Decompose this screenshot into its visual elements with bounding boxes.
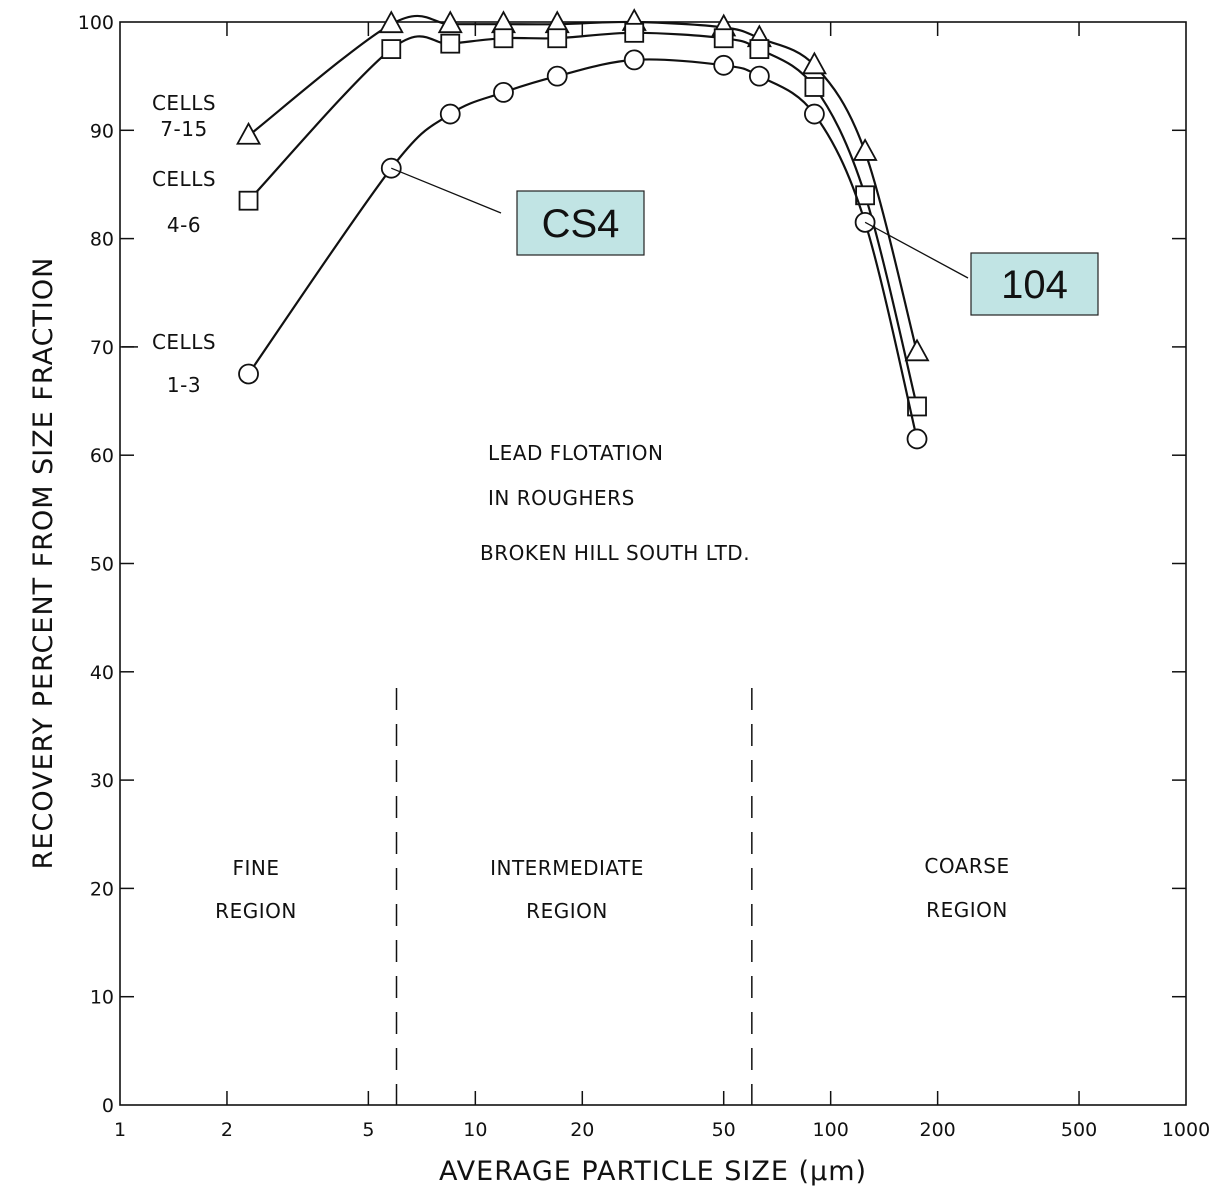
data-point-triangle xyxy=(852,138,878,161)
series-line xyxy=(247,14,919,353)
annotation-title-line: LEAD FLOTATION xyxy=(488,441,664,465)
x-tick-label: 2 xyxy=(221,1119,233,1141)
y-tick-label: 60 xyxy=(90,445,114,467)
callouts: CS4 104 xyxy=(391,167,1099,316)
x-axis-ticks: 1 2 5 10 20 50 100 200 500 1000 xyxy=(114,22,1210,1141)
data-point-square xyxy=(381,39,402,59)
annotation-subtitle-line: IN ROUGHERS xyxy=(488,486,635,510)
data-point-triangle xyxy=(378,10,404,34)
region-boundaries xyxy=(395,688,753,1105)
y-tick-label: 70 xyxy=(90,337,114,359)
data-point-square xyxy=(624,22,645,43)
series-label-range: 7-15 xyxy=(160,117,207,141)
data-point-square xyxy=(749,39,770,59)
data-point-square xyxy=(804,77,825,97)
data-point-square xyxy=(907,396,927,417)
y-axis-ticks: 0 10 20 30 40 50 60 70 80 90 100 xyxy=(78,12,1186,1117)
callout-leader xyxy=(391,167,502,214)
y-axis-title: RECOVERY PERCENT FROM SIZE FRACTION xyxy=(28,257,59,870)
y-tick-label: 100 xyxy=(78,12,114,34)
x-tick-label: 1 xyxy=(114,1119,126,1141)
y-tick-label: 80 xyxy=(90,229,114,251)
data-point-circle xyxy=(906,428,928,450)
series-label: CELLS xyxy=(152,330,216,354)
x-tick-label: 10 xyxy=(463,1119,487,1141)
callout-label: CS4 xyxy=(542,202,620,246)
series-label: CELLS xyxy=(152,91,216,115)
region-label: FINE xyxy=(233,856,280,880)
x-tick-label: 1000 xyxy=(1162,1119,1210,1141)
x-tick-label: 100 xyxy=(813,1119,849,1141)
callout-leader xyxy=(864,221,969,279)
region-label: COARSE xyxy=(924,854,1009,878)
x-tick-label: 5 xyxy=(362,1119,374,1141)
y-tick-label: 0 xyxy=(102,1095,114,1117)
series-label-range: 4-6 xyxy=(167,213,201,237)
data-point-square xyxy=(238,190,259,211)
region-label: INTERMEDIATE xyxy=(490,856,644,880)
x-tick-label: 20 xyxy=(570,1119,594,1141)
annotations: LEAD FLOTATION IN ROUGHERS BROKEN HILL SOU… xyxy=(215,441,1009,923)
callout-box xyxy=(516,190,645,256)
data-point-square xyxy=(547,28,568,49)
callout-label: 104 xyxy=(1001,263,1068,307)
data-point-triangle xyxy=(236,121,262,145)
series-label-range: 1-3 xyxy=(167,373,201,397)
data-point-circle xyxy=(439,103,461,125)
data-point-circle xyxy=(804,103,825,125)
data-point-circle xyxy=(546,65,568,87)
series-layer xyxy=(236,8,930,450)
y-tick-label: 40 xyxy=(90,662,114,684)
x-tick-label: 500 xyxy=(1061,1119,1097,1141)
y-tick-label: 50 xyxy=(90,554,114,576)
callout-box xyxy=(970,252,1099,316)
y-tick-label: 10 xyxy=(90,987,114,1009)
data-point-circle xyxy=(748,65,770,87)
region-label-sub: REGION xyxy=(926,898,1008,922)
data-point-triangle xyxy=(904,338,930,362)
data-point-circle xyxy=(623,49,645,71)
y-tick-label: 30 xyxy=(90,770,114,792)
data-point-triangle xyxy=(801,51,827,75)
x-tick-label: 50 xyxy=(712,1119,736,1141)
annotation-company-line: BROKEN HILL SOUTH LTD. xyxy=(480,541,750,565)
series-label: CELLS xyxy=(152,167,216,191)
x-tick-label: 200 xyxy=(919,1119,955,1141)
data-point-circle xyxy=(713,54,735,76)
data-point-circle xyxy=(493,81,514,103)
y-tick-label: 20 xyxy=(90,878,114,900)
region-label-sub: REGION xyxy=(215,899,297,923)
data-point-square xyxy=(713,28,734,49)
data-point-circle xyxy=(238,363,259,385)
data-point-square xyxy=(493,28,514,49)
region-label-sub: REGION xyxy=(526,899,608,923)
data-point-square xyxy=(440,33,461,54)
data-point-triangle xyxy=(437,10,463,34)
y-tick-label: 90 xyxy=(90,120,114,142)
x-axis-title: AVERAGE PARTICLE SIZE (µm) xyxy=(439,1156,867,1187)
